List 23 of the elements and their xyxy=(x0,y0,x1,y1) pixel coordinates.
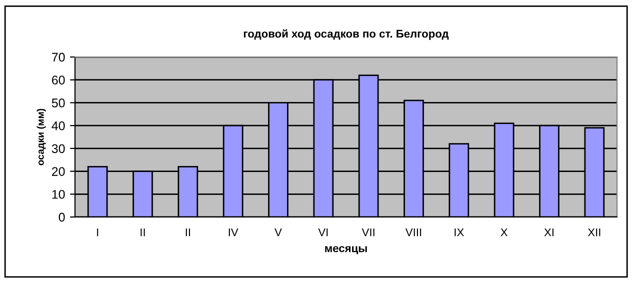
y-tick-label: 50 xyxy=(52,98,65,108)
y-tick-label: 20 xyxy=(52,167,65,176)
x-tick-label: VI xyxy=(318,228,328,236)
x-tick-label: II xyxy=(186,228,190,236)
y-tick-label: 40 xyxy=(52,121,65,130)
x-tick-label: X xyxy=(500,228,508,236)
y-tick-label: 30 xyxy=(52,144,65,154)
chart-title: годовой ход осадков по ст. Белгород xyxy=(244,29,449,40)
y-tick-label: 70 xyxy=(52,52,65,62)
x-tick-label: I xyxy=(97,228,98,236)
y-axis-title: осадки (мм) xyxy=(36,108,46,166)
x-tick-label: V xyxy=(274,228,282,236)
x-tick-label: XI xyxy=(544,228,554,236)
x-tick-label: IV xyxy=(228,228,238,236)
x-tick-label: XII xyxy=(588,228,600,236)
x-tick-label: VIII xyxy=(405,228,422,236)
x-tick-label: VII xyxy=(362,228,374,236)
y-tick-label: 0 xyxy=(58,212,65,222)
x-tick-label: IX xyxy=(454,228,464,236)
x-tick-label: II xyxy=(140,228,145,236)
x-axis-title: месяцы xyxy=(325,246,367,254)
y-tick-label: 60 xyxy=(52,76,65,85)
y-tick-label: 10 xyxy=(52,190,65,199)
